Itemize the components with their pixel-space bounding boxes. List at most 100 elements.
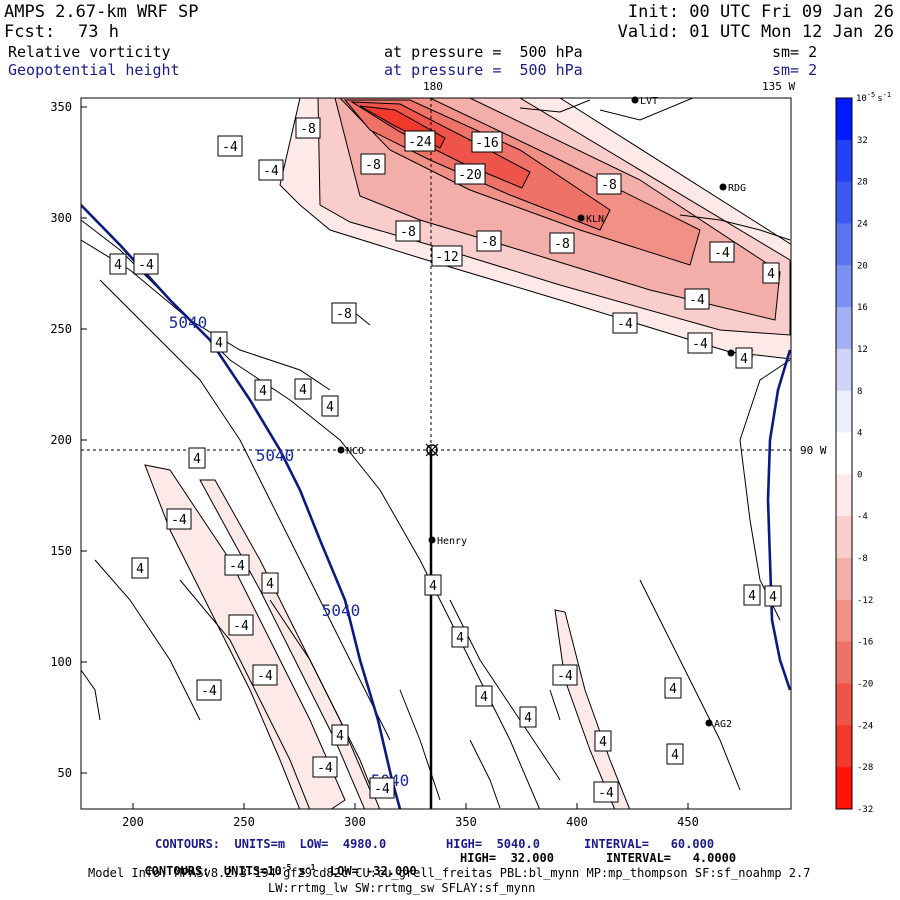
meridian-label-180: 180: [423, 80, 443, 93]
vorticity-label: 4: [326, 400, 334, 415]
valid-time: Valid: 01 UTC Mon 12 Jan 26: [617, 22, 894, 42]
colorbar-segment: [836, 558, 852, 601]
vorticity-label-box: [549, 232, 575, 254]
vorticity-label-box: [295, 117, 321, 139]
vorticity-label-box: [254, 379, 272, 401]
vorticity-label: -20: [458, 168, 481, 183]
vorticity-label-box: [228, 614, 254, 636]
colorbar-segment: [836, 223, 852, 266]
vorticity-label: -4: [317, 761, 333, 776]
field-height-level: at pressure = 500 hPa: [384, 61, 583, 79]
station-label: KLN: [586, 214, 604, 225]
field-vorticity-level: at pressure = 500 hPa: [384, 43, 583, 61]
vorticity-label-box: [687, 332, 713, 354]
colorbar-label: -8: [857, 554, 868, 564]
vorticity-label-box: [593, 781, 619, 803]
vorticity-label-box: [252, 664, 278, 686]
vorticity-label: -4: [263, 164, 279, 179]
vorticity-label: -8: [300, 122, 316, 137]
model-title: AMPS 2.67-km WRF SP: [4, 2, 199, 22]
vorticity-label: -4: [689, 293, 705, 308]
vorticity-label-box: [294, 378, 312, 400]
vorticity-label: 4: [748, 589, 756, 604]
vorticity-label: 4: [215, 336, 223, 351]
meridian-label-90w: 90 W: [800, 444, 827, 457]
colorbar-segment: [836, 516, 852, 559]
vorticity-label: -4: [598, 786, 614, 801]
y-axis: 50 100 150 200 250 300 350: [50, 100, 87, 780]
vorticity-label-box: [331, 302, 357, 324]
forecast-hour: 73 h: [78, 22, 119, 42]
vorticity-label-box: [431, 245, 463, 267]
vorticity-label-box: [596, 173, 622, 195]
vorticity-label-box: [475, 685, 493, 707]
vorticity-label-box: [224, 554, 250, 576]
vorticity-label-box: [552, 664, 578, 686]
colorbar-segment: [836, 98, 852, 141]
y-tick-label: 250: [50, 322, 72, 336]
vorticity-label-box: [188, 447, 206, 469]
y-tick-label: 300: [50, 211, 72, 225]
y-tick-label: 100: [50, 655, 72, 669]
vorticity-label: 4: [259, 384, 267, 399]
vorticity-label-box: [395, 220, 421, 242]
colorbar-segment: [836, 474, 852, 517]
field-vorticity-name: Relative vorticity: [8, 43, 171, 61]
vorticity-label-box: [261, 572, 279, 594]
vorticity-label: 4: [524, 711, 532, 726]
vorticity-label-box: [424, 574, 442, 596]
vorticity-label-box: [471, 131, 503, 153]
colorbar-segment: [836, 725, 852, 768]
station-dot: [337, 446, 345, 454]
colorbar-label: -12: [857, 596, 873, 606]
footer-vorticity-units: CONTOURS: UNITS=10-5 s-1 LOW= -32.000: [144, 863, 417, 878]
colorbar-label: 16: [857, 303, 868, 313]
vorticity-label-box: [131, 557, 149, 579]
station-dot: [631, 96, 639, 104]
vorticity-label-box: [735, 347, 753, 369]
vorticity-label-box: [743, 584, 761, 606]
colorbar-segment: [836, 683, 852, 726]
colorbar-segment: [836, 390, 852, 434]
station-label: AG2: [714, 719, 732, 730]
init-time: Init: 00 UTC Fri 09 Jan 26: [627, 2, 894, 22]
vorticity-label-box: [133, 253, 159, 275]
vorticity-label: -8: [601, 178, 617, 193]
vorticity-label: 4: [136, 562, 144, 577]
colorbar-segment: [836, 307, 852, 350]
colorbar-segment: [836, 181, 852, 224]
x-axis: 200 250 300 350 400 450: [122, 803, 699, 829]
station-dot: [577, 214, 585, 222]
vorticity-label-box: [519, 706, 537, 728]
y-tick-label: 200: [50, 433, 72, 447]
vorticity-label: -4: [201, 684, 217, 699]
vorticity-label: 4: [299, 383, 307, 398]
vorticity-label: 4: [769, 590, 777, 605]
vorticity-label-box: [709, 241, 735, 263]
vorticity-label-box: [321, 395, 339, 417]
vorticity-label: -24: [408, 135, 432, 150]
vorticity-label: -8: [400, 225, 416, 240]
station-label: RDG: [728, 183, 746, 194]
vorticity-label: -4: [374, 782, 390, 797]
vorticity-label: -4: [714, 246, 730, 261]
colorbar-label: 28: [857, 178, 868, 188]
colorbar-label: 20: [857, 261, 868, 271]
vorticity-label-box: [666, 743, 684, 765]
vorticity-label: -12: [435, 250, 458, 265]
vorticity-label-box: [764, 585, 782, 607]
vorticity-label: 4: [456, 631, 464, 646]
south-pole-marker: [425, 443, 439, 457]
vorticity-label: -16: [475, 136, 498, 151]
vorticity-label-box: [166, 508, 192, 530]
x-tick-label: 250: [233, 815, 255, 829]
vorticity-label: 4: [671, 748, 679, 763]
vorticity-label-box: [476, 230, 502, 252]
vorticity-label: 4: [266, 577, 274, 592]
vorticity-label: 4: [429, 579, 437, 594]
footer-height-interval: INTERVAL= 60.000: [584, 837, 715, 851]
colorbar-segment: [836, 139, 852, 183]
vorticity-label: -4: [171, 513, 187, 528]
colorbar-label: -20: [857, 680, 873, 690]
colorbar-label: -24: [857, 721, 873, 731]
